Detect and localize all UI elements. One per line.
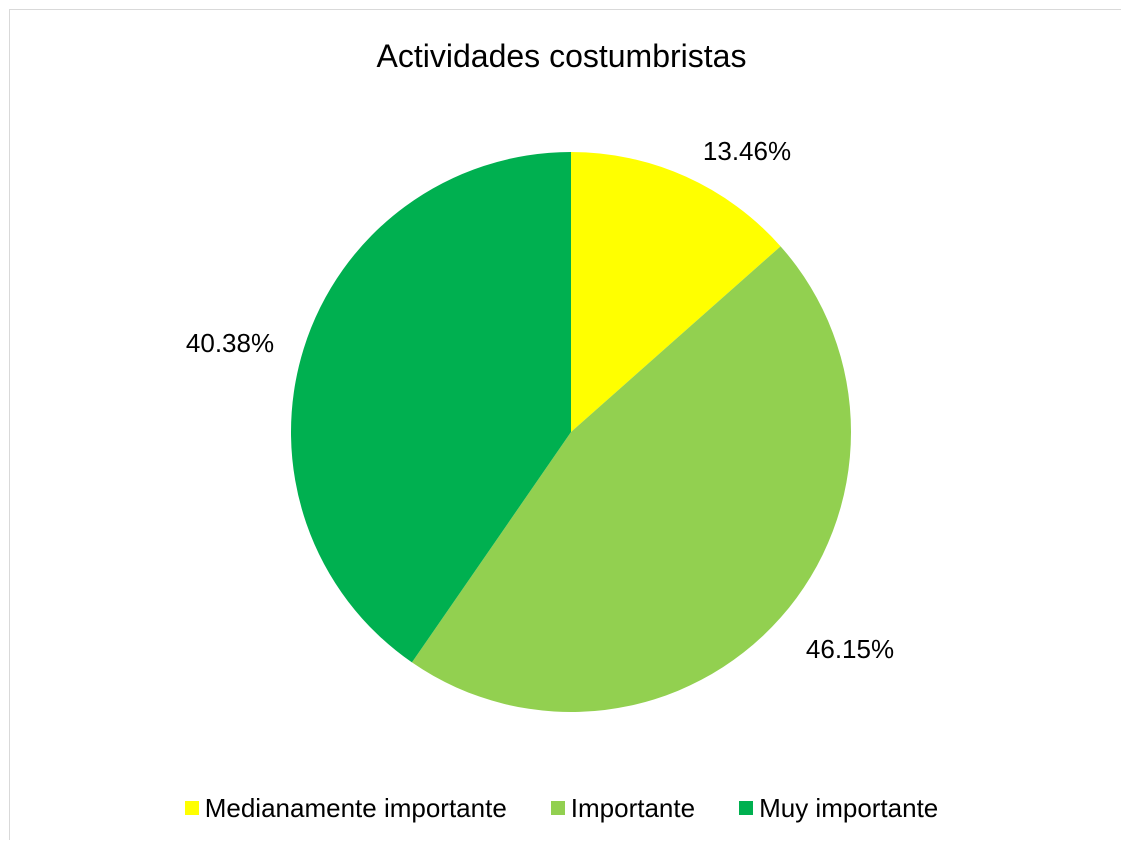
legend-swatch (550, 801, 565, 815)
legend-swatch (739, 801, 754, 815)
pie-data-labels: 13.46% 46.15% 40.38% (186, 136, 894, 664)
data-label-muy-importante: 40.38% (186, 328, 274, 358)
pie-slices (290, 152, 852, 713)
legend-swatch (184, 801, 199, 815)
pie-slice-importante (411, 246, 852, 713)
legend-item-muy-importante: Muy importante (739, 792, 938, 824)
pie-slice-medianamente-importante (571, 152, 781, 432)
data-label-importante: 46.15% (806, 634, 894, 664)
legend-item-medianamente-importante: Medianamente importante (184, 792, 507, 824)
legend-item-importante: Importante (550, 792, 696, 824)
pie-slice-muy-importante (290, 152, 571, 663)
legend-label: Importante (570, 793, 696, 823)
legend-label: Muy importante (759, 793, 939, 823)
legend: Medianamente importante Importante Muy i… (0, 792, 1123, 824)
legend-label: Medianamente importante (204, 793, 507, 823)
chart-title: Actividades costumbristas (376, 38, 747, 74)
data-label-medianamente-importante: 13.46% (703, 136, 791, 166)
